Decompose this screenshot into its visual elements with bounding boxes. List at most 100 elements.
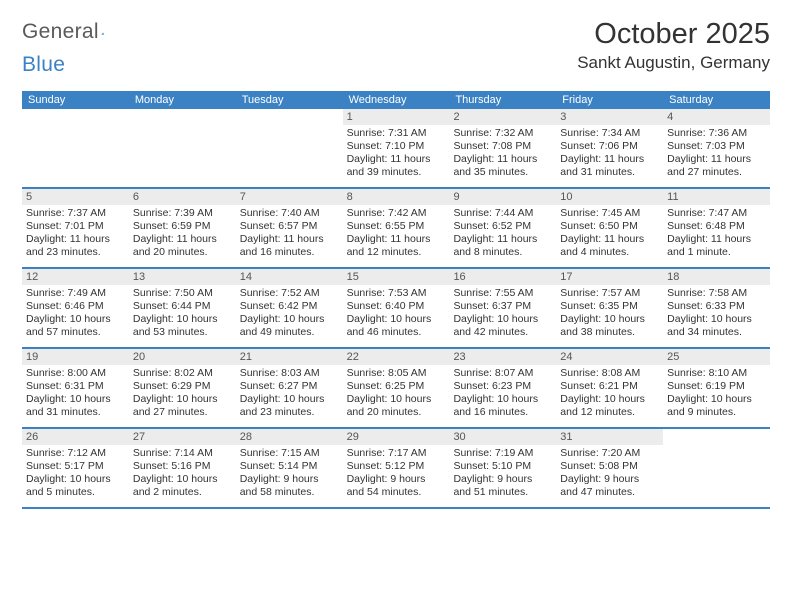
day-body (129, 125, 236, 131)
day-body: Sunrise: 7:45 AMSunset: 6:50 PMDaylight:… (556, 205, 663, 264)
day-number: 16 (449, 269, 556, 285)
daylight-text: Daylight: 10 hours and 12 minutes. (560, 393, 659, 419)
day-number: 9 (449, 189, 556, 205)
day-number: 17 (556, 269, 663, 285)
dow-header-cell: Saturday (663, 91, 770, 109)
day-number: 14 (236, 269, 343, 285)
day-number: 2 (449, 109, 556, 125)
daylight-text: Daylight: 11 hours and 39 minutes. (347, 153, 446, 179)
dow-header-cell: Thursday (449, 91, 556, 109)
sunrise-text: Sunrise: 7:52 AM (240, 287, 339, 300)
day-number: 7 (236, 189, 343, 205)
day-number: 19 (22, 349, 129, 365)
sunrise-text: Sunrise: 7:19 AM (453, 447, 552, 460)
daylight-text: Daylight: 9 hours and 58 minutes. (240, 473, 339, 499)
sunrise-text: Sunrise: 7:39 AM (133, 207, 232, 220)
day-number: 11 (663, 189, 770, 205)
sunset-text: Sunset: 6:23 PM (453, 380, 552, 393)
day-number: 20 (129, 349, 236, 365)
day-number: 1 (343, 109, 450, 125)
day-number: 23 (449, 349, 556, 365)
daylight-text: Daylight: 11 hours and 20 minutes. (133, 233, 232, 259)
day-body: Sunrise: 7:44 AMSunset: 6:52 PMDaylight:… (449, 205, 556, 264)
day-body: Sunrise: 7:31 AMSunset: 7:10 PMDaylight:… (343, 125, 450, 184)
day-cell: 4Sunrise: 7:36 AMSunset: 7:03 PMDaylight… (663, 109, 770, 187)
day-number (22, 109, 129, 125)
daylight-text: Daylight: 10 hours and 2 minutes. (133, 473, 232, 499)
daylight-text: Daylight: 10 hours and 31 minutes. (26, 393, 125, 419)
sunset-text: Sunset: 6:25 PM (347, 380, 446, 393)
dow-header-row: SundayMondayTuesdayWednesdayThursdayFrid… (22, 91, 770, 109)
day-number (129, 109, 236, 125)
sunset-text: Sunset: 6:52 PM (453, 220, 552, 233)
sunset-text: Sunset: 5:14 PM (240, 460, 339, 473)
day-body (236, 125, 343, 131)
day-body: Sunrise: 8:10 AMSunset: 6:19 PMDaylight:… (663, 365, 770, 424)
day-number: 4 (663, 109, 770, 125)
sunset-text: Sunset: 6:57 PM (240, 220, 339, 233)
daylight-text: Daylight: 10 hours and 53 minutes. (133, 313, 232, 339)
day-body: Sunrise: 7:53 AMSunset: 6:40 PMDaylight:… (343, 285, 450, 344)
sunset-text: Sunset: 6:27 PM (240, 380, 339, 393)
sunset-text: Sunset: 6:21 PM (560, 380, 659, 393)
day-cell: 16Sunrise: 7:55 AMSunset: 6:37 PMDayligh… (449, 269, 556, 347)
day-body: Sunrise: 7:57 AMSunset: 6:35 PMDaylight:… (556, 285, 663, 344)
day-cell: 30Sunrise: 7:19 AMSunset: 5:10 PMDayligh… (449, 429, 556, 507)
daylight-text: Daylight: 10 hours and 27 minutes. (133, 393, 232, 419)
day-cell: 7Sunrise: 7:40 AMSunset: 6:57 PMDaylight… (236, 189, 343, 267)
day-body: Sunrise: 8:00 AMSunset: 6:31 PMDaylight:… (22, 365, 129, 424)
day-cell: 21Sunrise: 8:03 AMSunset: 6:27 PMDayligh… (236, 349, 343, 427)
daylight-text: Daylight: 11 hours and 8 minutes. (453, 233, 552, 259)
week-row: 5Sunrise: 7:37 AMSunset: 7:01 PMDaylight… (22, 189, 770, 269)
day-number: 24 (556, 349, 663, 365)
day-cell: 25Sunrise: 8:10 AMSunset: 6:19 PMDayligh… (663, 349, 770, 427)
sunrise-text: Sunrise: 7:17 AM (347, 447, 446, 460)
daylight-text: Daylight: 10 hours and 20 minutes. (347, 393, 446, 419)
day-cell: 19Sunrise: 8:00 AMSunset: 6:31 PMDayligh… (22, 349, 129, 427)
sunrise-text: Sunrise: 7:50 AM (133, 287, 232, 300)
sunset-text: Sunset: 6:59 PM (133, 220, 232, 233)
day-number: 22 (343, 349, 450, 365)
sunrise-text: Sunrise: 7:55 AM (453, 287, 552, 300)
day-body: Sunrise: 7:32 AMSunset: 7:08 PMDaylight:… (449, 125, 556, 184)
weeks-container: 1Sunrise: 7:31 AMSunset: 7:10 PMDaylight… (22, 109, 770, 509)
day-cell: 17Sunrise: 7:57 AMSunset: 6:35 PMDayligh… (556, 269, 663, 347)
sunset-text: Sunset: 6:46 PM (26, 300, 125, 313)
sunrise-text: Sunrise: 7:42 AM (347, 207, 446, 220)
day-body: Sunrise: 7:50 AMSunset: 6:44 PMDaylight:… (129, 285, 236, 344)
sunset-text: Sunset: 6:40 PM (347, 300, 446, 313)
sunset-text: Sunset: 6:31 PM (26, 380, 125, 393)
sunset-text: Sunset: 6:35 PM (560, 300, 659, 313)
sunset-text: Sunset: 6:19 PM (667, 380, 766, 393)
sunset-text: Sunset: 5:12 PM (347, 460, 446, 473)
sunrise-text: Sunrise: 7:37 AM (26, 207, 125, 220)
dow-header-cell: Tuesday (236, 91, 343, 109)
day-cell: 3Sunrise: 7:34 AMSunset: 7:06 PMDaylight… (556, 109, 663, 187)
day-number: 26 (22, 429, 129, 445)
day-body: Sunrise: 7:55 AMSunset: 6:37 PMDaylight:… (449, 285, 556, 344)
day-body: Sunrise: 7:39 AMSunset: 6:59 PMDaylight:… (129, 205, 236, 264)
day-body: Sunrise: 7:19 AMSunset: 5:10 PMDaylight:… (449, 445, 556, 504)
day-cell: 8Sunrise: 7:42 AMSunset: 6:55 PMDaylight… (343, 189, 450, 267)
sunrise-text: Sunrise: 7:44 AM (453, 207, 552, 220)
day-number: 27 (129, 429, 236, 445)
day-cell: 6Sunrise: 7:39 AMSunset: 6:59 PMDaylight… (129, 189, 236, 267)
day-number: 21 (236, 349, 343, 365)
day-body: Sunrise: 7:36 AMSunset: 7:03 PMDaylight:… (663, 125, 770, 184)
daylight-text: Daylight: 11 hours and 23 minutes. (26, 233, 125, 259)
daylight-text: Daylight: 10 hours and 9 minutes. (667, 393, 766, 419)
sunset-text: Sunset: 6:55 PM (347, 220, 446, 233)
sunset-text: Sunset: 6:42 PM (240, 300, 339, 313)
day-body: Sunrise: 7:17 AMSunset: 5:12 PMDaylight:… (343, 445, 450, 504)
sunrise-text: Sunrise: 7:14 AM (133, 447, 232, 460)
day-body: Sunrise: 7:49 AMSunset: 6:46 PMDaylight:… (22, 285, 129, 344)
day-number: 6 (129, 189, 236, 205)
dow-header-cell: Monday (129, 91, 236, 109)
day-cell (663, 429, 770, 507)
month-title: October 2025 (577, 18, 770, 51)
sunrise-text: Sunrise: 7:57 AM (560, 287, 659, 300)
week-row: 1Sunrise: 7:31 AMSunset: 7:10 PMDaylight… (22, 109, 770, 189)
sunrise-text: Sunrise: 7:40 AM (240, 207, 339, 220)
sunrise-text: Sunrise: 7:34 AM (560, 127, 659, 140)
day-number: 28 (236, 429, 343, 445)
